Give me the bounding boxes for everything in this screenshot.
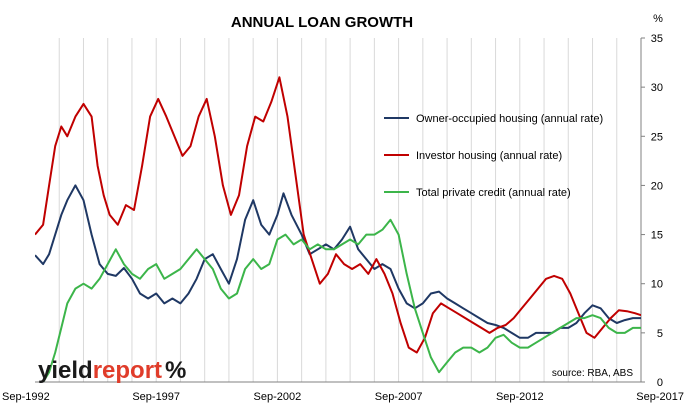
- series-lines: [35, 76, 641, 382]
- y-tick-label: 25: [651, 131, 663, 143]
- legend-label: Total private credit (annual rate): [416, 187, 571, 199]
- source-note: source: RBA, ABS: [552, 368, 633, 379]
- grid: [58, 38, 642, 382]
- legend-label: Owner-occupied housing (annual rate): [416, 113, 603, 125]
- legend: Owner-occupied housing (annual rate) Inve…: [384, 113, 603, 199]
- y-axis-ticks: 0 5 10 15 20 25 30 35: [641, 33, 663, 389]
- x-tick-label: Sep-2017: [636, 391, 684, 403]
- series-line: [41, 218, 641, 382]
- y-tick-label: 20: [651, 180, 663, 192]
- x-tick-label: Sep-2012: [496, 391, 544, 403]
- y-tick-label: 5: [657, 328, 663, 340]
- y-tick-label: 10: [651, 279, 663, 291]
- x-tick-label: Sep-1992: [2, 391, 50, 403]
- svg-text:yieldreport%: yieldreport%: [38, 357, 186, 384]
- y-unit-label: %: [653, 13, 663, 25]
- y-tick-label: 30: [651, 82, 663, 94]
- series-line: [35, 76, 641, 354]
- y-tick-label: 35: [651, 33, 663, 45]
- x-tick-label: Sep-2007: [375, 391, 423, 403]
- x-axis-ticks: Sep-1992 Sep-1997 Sep-2002 Sep-2007 Sep-2012…: [2, 391, 684, 403]
- y-tick-label: 15: [651, 230, 663, 242]
- x-tick-label: Sep-1997: [132, 391, 180, 403]
- logo-percent: %: [165, 357, 186, 384]
- legend-label: Investor housing (annual rate): [416, 150, 562, 162]
- logo-text-yield: yield: [38, 357, 93, 384]
- series-line: [35, 184, 641, 339]
- chart-title: ANNUAL LOAN GROWTH: [231, 14, 413, 31]
- x-tick-label: Sep-2002: [254, 391, 302, 403]
- y-tick-label: 0: [657, 377, 663, 389]
- yieldreport-logo: yieldreport%: [38, 357, 186, 384]
- logo-text-report: report: [93, 357, 162, 384]
